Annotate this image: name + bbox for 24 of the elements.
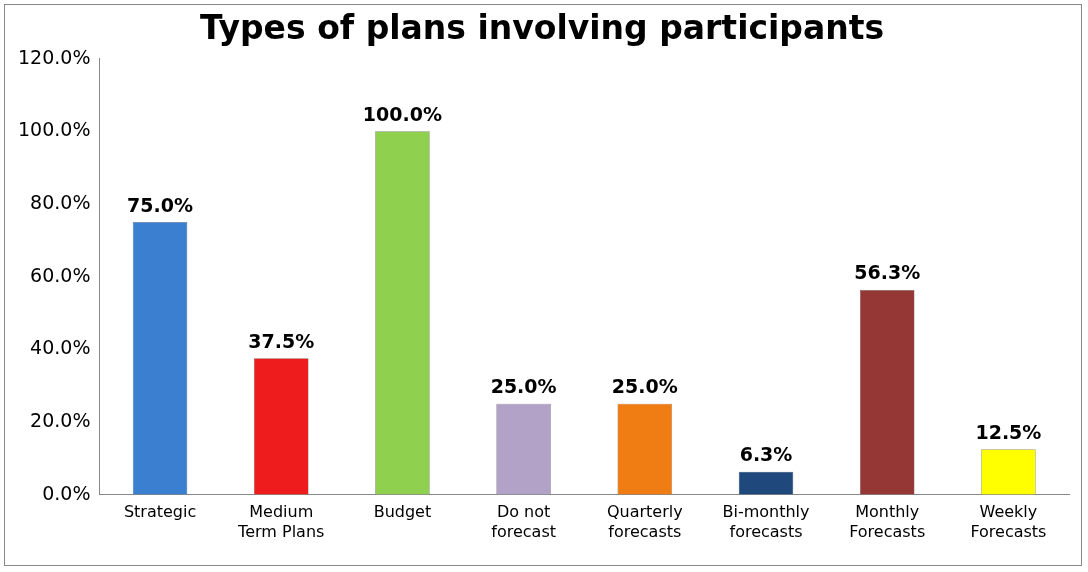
x-tick-label: Weekly Forecasts: [970, 502, 1047, 541]
data-label: 75.0%: [127, 193, 193, 216]
data-label: 12.5%: [975, 420, 1042, 443]
y-tick-label: 60.0%: [30, 263, 91, 286]
chart-title: Types of plans involving participants: [199, 8, 885, 48]
data-label: 25.0%: [611, 375, 678, 398]
data-label: 37.5%: [248, 329, 315, 352]
y-tick-label: 80.0%: [30, 190, 91, 213]
x-tick-label: Budget: [373, 502, 432, 522]
x-tick-label: Monthly Forecasts: [849, 502, 926, 541]
x-tick-label: Medium Term Plans: [237, 502, 325, 541]
y-tick-label: 120.0%: [17, 45, 91, 68]
data-label: 100.0%: [362, 102, 442, 125]
y-tick-label: 0.0%: [42, 481, 91, 504]
x-tick-label: Bi-monthly forecasts: [722, 502, 810, 541]
x-tick-label: Do not forecast: [491, 502, 556, 541]
y-tick-label: 40.0%: [30, 336, 91, 359]
y-tick-label: 20.0%: [30, 408, 91, 431]
data-label: 6.3%: [739, 443, 793, 466]
x-tick-label: Strategic: [123, 502, 197, 522]
data-label: 56.3%: [854, 261, 921, 284]
data-label: 25.0%: [490, 375, 557, 398]
y-tick-label: 100.0%: [17, 118, 91, 141]
x-tick-label: Quarterly forecasts: [606, 502, 683, 541]
